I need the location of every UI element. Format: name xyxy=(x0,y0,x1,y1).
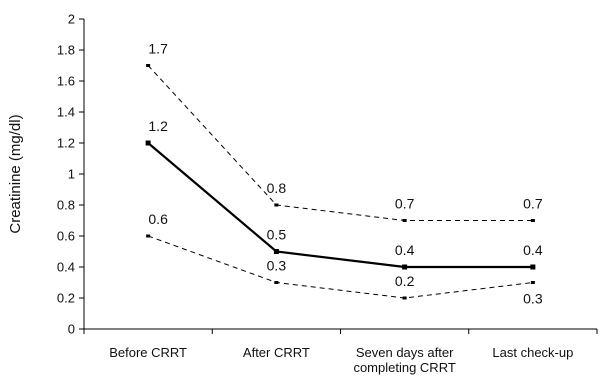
series-2-point xyxy=(530,264,536,270)
y-tick-label: 2 xyxy=(68,12,75,27)
x-tick-label: Before CRRT xyxy=(109,345,187,360)
x-tick-label-line: Seven days after xyxy=(356,345,454,360)
y-tick-label: 0.8 xyxy=(57,198,75,213)
y-tick-label: 0.4 xyxy=(57,260,75,275)
y-axis-label: Creatinine (mg/dl) xyxy=(7,114,24,233)
series-3-data-label: 0.2 xyxy=(395,273,415,289)
x-tick-label-line: completing CRRT xyxy=(353,360,455,375)
series-2-point xyxy=(273,249,279,254)
x-tick-label-line: Last check-up xyxy=(492,345,573,360)
series-3-point xyxy=(402,296,407,300)
axes xyxy=(83,19,597,330)
series-1-point xyxy=(402,219,407,222)
series-3-point xyxy=(274,281,279,284)
y-tick-label: 1.6 xyxy=(57,74,75,89)
y-tick-label: 0.2 xyxy=(57,291,75,306)
y-tick-label: 0.6 xyxy=(57,229,75,244)
y-tick-label: 1 xyxy=(68,167,75,182)
x-tick-label-line: Before CRRT xyxy=(109,345,187,360)
series-1-point xyxy=(146,64,151,67)
x-tick-label: Last check-up xyxy=(492,345,573,360)
series-2-data-label: 0.4 xyxy=(523,242,543,258)
series-2-point xyxy=(145,140,151,146)
series-1-point xyxy=(274,203,279,207)
series-line-3 xyxy=(147,235,533,299)
series-3-point xyxy=(530,281,535,284)
data-labels-layer: 1.7 0.8 0.7 0.7 1.2 0.5 0.4 0.4 0.6 0.3 0.2 0.3 xyxy=(148,41,542,307)
y-tick-label: 1.8 xyxy=(57,43,75,58)
x-tick-label: After CRRT xyxy=(243,345,310,360)
series-1-data-label: 0.7 xyxy=(523,196,543,212)
series-line-1 xyxy=(147,65,533,221)
x-tick-label-line: After CRRT xyxy=(243,345,310,360)
series-3-data-label: 0.3 xyxy=(267,258,287,274)
series-1-data-label: 0.7 xyxy=(395,196,415,212)
series-layer xyxy=(145,64,536,300)
x-tick-label: Seven days after completing CRRT xyxy=(353,345,455,375)
series-2-point xyxy=(402,264,408,270)
series-1-point xyxy=(530,219,535,222)
series-1-data-label: 0.8 xyxy=(267,180,287,196)
series-3-point xyxy=(146,234,151,238)
series-1-data-label: 1.7 xyxy=(148,41,168,57)
series-2-data-label: 0.5 xyxy=(267,227,287,243)
series-line-2 xyxy=(147,142,533,269)
series-2-data-label: 0.4 xyxy=(395,242,415,258)
y-tick-label: 1.4 xyxy=(57,105,75,120)
y-tick-label: 0 xyxy=(68,322,75,337)
x-axis-ticks: Before CRRT After CRRT Seven days after com… xyxy=(83,329,598,375)
y-axis-ticks: 0 0.2 0.4 0.6 0.8 1 1.2 1.4 1.6 1.8 2 xyxy=(57,12,84,337)
series-3-data-label: 0.6 xyxy=(148,211,168,227)
series-3-data-label: 0.3 xyxy=(523,291,543,307)
series-2-data-label: 1.2 xyxy=(148,118,168,134)
y-tick-label: 1.2 xyxy=(57,136,75,151)
